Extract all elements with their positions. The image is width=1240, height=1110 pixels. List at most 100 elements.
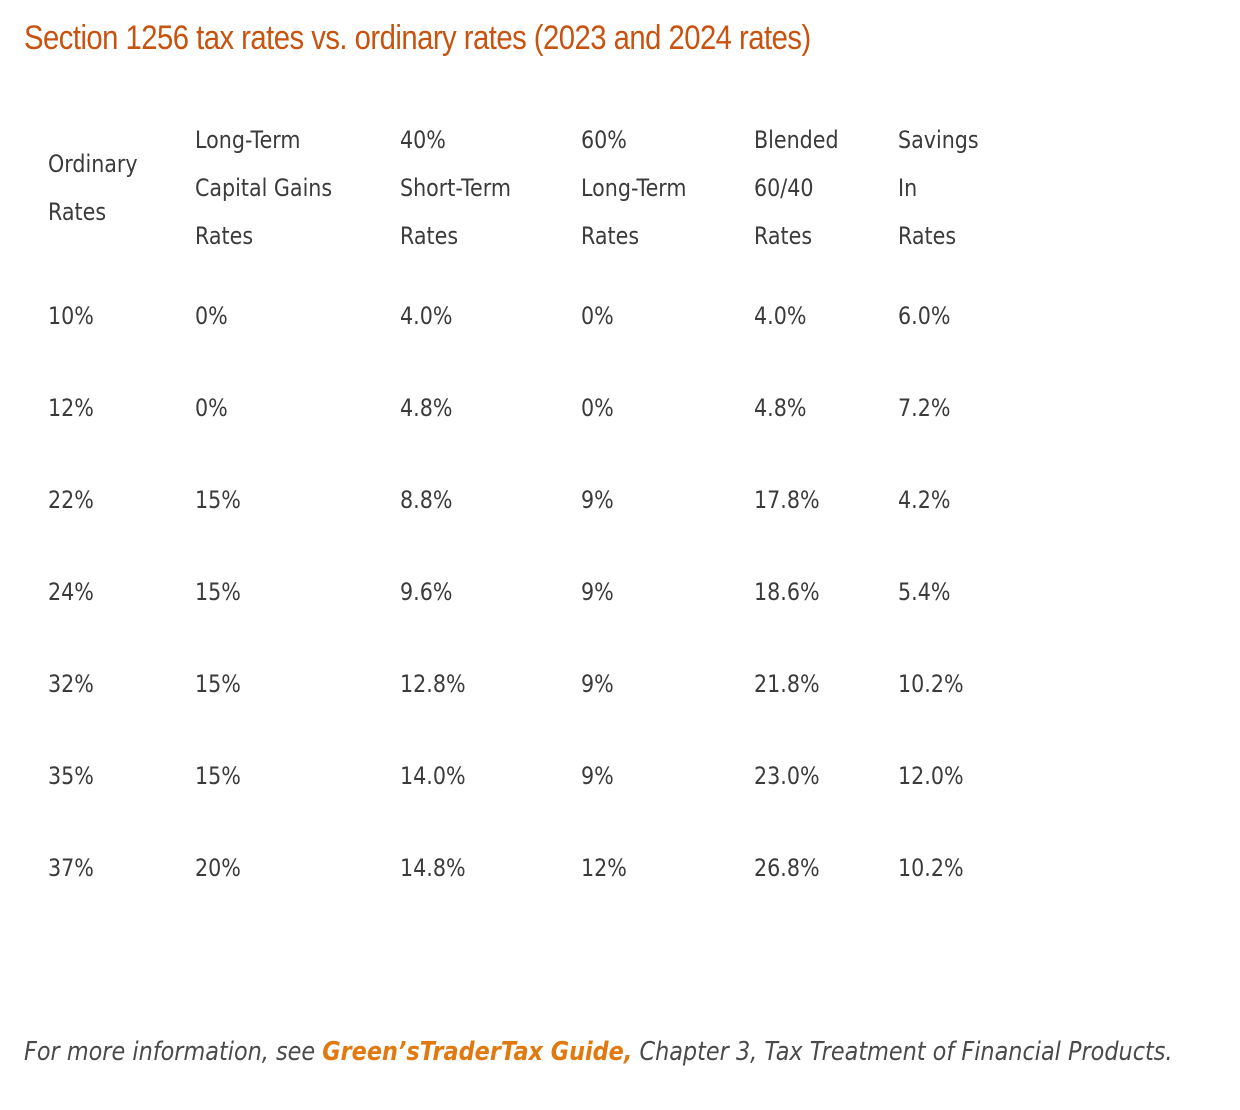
header-line: Rates xyxy=(400,222,459,250)
table-cell: 37% xyxy=(24,822,171,914)
table-cell: 10% xyxy=(24,270,171,362)
table-cell: 15% xyxy=(171,730,376,822)
header-line: 40% xyxy=(400,126,446,154)
cell-value: 0% xyxy=(581,394,614,422)
table-cell: 17.8% xyxy=(730,454,874,546)
table-row: 10% 0% 4.0% 0% 4.0% 6.0% xyxy=(24,270,1038,362)
table-cell: 15% xyxy=(171,638,376,730)
cell-value: 0% xyxy=(581,302,614,330)
table-cell: 5.4% xyxy=(874,546,1038,638)
cell-value: 7.2% xyxy=(898,394,951,422)
table-row: 22% 15% 8.8% 9% 17.8% 4.2% xyxy=(24,454,1038,546)
table-header: Ordinary Rates Long-Term Capital Gains R… xyxy=(24,106,1038,270)
cell-value: 22% xyxy=(48,486,94,514)
header-long-term-rates: 60% Long-Term Rates xyxy=(557,106,730,270)
table-body: 10% 0% 4.0% 0% 4.0% 6.0% 12% 0% 4.8% 0% … xyxy=(24,270,1038,914)
table-cell: 12.0% xyxy=(874,730,1038,822)
table-cell: 10.2% xyxy=(874,638,1038,730)
table-cell: 15% xyxy=(171,546,376,638)
cell-value: 0% xyxy=(195,394,228,422)
cell-value: 20% xyxy=(195,854,241,882)
cell-value: 24% xyxy=(48,578,94,606)
header-line: Short-Term xyxy=(400,174,511,202)
table-cell: 14.8% xyxy=(376,822,557,914)
footnote-suffix: Chapter 3, Tax Treatment of Financial Pr… xyxy=(632,1037,1173,1067)
header-line: Rates xyxy=(898,222,957,250)
cell-value: 10.2% xyxy=(898,854,964,882)
table-cell: 12% xyxy=(557,822,730,914)
table-cell: 0% xyxy=(557,270,730,362)
trader-tax-guide-link[interactable]: Green’sTraderTax Guide, xyxy=(322,1037,633,1067)
cell-value: 4.0% xyxy=(400,302,453,330)
table-cell: 18.6% xyxy=(730,546,874,638)
header-row: Ordinary Rates Long-Term Capital Gains R… xyxy=(24,106,1038,270)
table-cell: 35% xyxy=(24,730,171,822)
header-ordinary-rates: Ordinary Rates xyxy=(24,106,171,270)
header-long-term-capital-gains-rates: Long-Term Capital Gains Rates xyxy=(171,106,376,270)
header-line: Capital Gains xyxy=(195,174,333,202)
table-cell: 32% xyxy=(24,638,171,730)
header-line: Rates xyxy=(48,198,107,226)
table-cell: 9.6% xyxy=(376,546,557,638)
cell-value: 15% xyxy=(195,578,241,606)
header-line: Long-Term xyxy=(195,126,301,154)
header-line: Rates xyxy=(581,222,640,250)
cell-value: 12.8% xyxy=(400,670,466,698)
cell-value: 32% xyxy=(48,670,94,698)
cell-value: 4.8% xyxy=(400,394,453,422)
footnote-prefix: For more information, see xyxy=(24,1037,323,1067)
cell-value: 21.8% xyxy=(754,670,820,698)
header-line: Rates xyxy=(754,222,813,250)
cell-value: 15% xyxy=(195,762,241,790)
table-cell: 6.0% xyxy=(874,270,1038,362)
table-row: 24% 15% 9.6% 9% 18.6% 5.4% xyxy=(24,546,1038,638)
table-cell: 8.8% xyxy=(376,454,557,546)
table-row: 37% 20% 14.8% 12% 26.8% 10.2% xyxy=(24,822,1038,914)
cell-value: 15% xyxy=(195,486,241,514)
cell-value: 9% xyxy=(581,578,614,606)
cell-value: 10.2% xyxy=(898,670,964,698)
header-savings-rates: Savings In Rates xyxy=(874,106,1038,270)
page-title: Section 1256 tax rates vs. ordinary rate… xyxy=(24,19,811,57)
table-cell: 26.8% xyxy=(730,822,874,914)
cell-value: 26.8% xyxy=(754,854,820,882)
cell-value: 12% xyxy=(581,854,627,882)
table-cell: 0% xyxy=(557,362,730,454)
header-short-term-rates: 40% Short-Term Rates xyxy=(376,106,557,270)
table-cell: 12% xyxy=(24,362,171,454)
cell-value: 14.0% xyxy=(400,762,466,790)
table-cell: 20% xyxy=(171,822,376,914)
cell-value: 5.4% xyxy=(898,578,951,606)
cell-value: 35% xyxy=(48,762,94,790)
cell-value: 6.0% xyxy=(898,302,951,330)
table-cell: 9% xyxy=(557,730,730,822)
table-cell: 23.0% xyxy=(730,730,874,822)
cell-value: 14.8% xyxy=(400,854,466,882)
header-line: Long-Term xyxy=(581,174,687,202)
cell-value: 9.6% xyxy=(400,578,453,606)
cell-value: 9% xyxy=(581,486,614,514)
table-cell: 9% xyxy=(557,454,730,546)
cell-value: 17.8% xyxy=(754,486,820,514)
table-cell: 7.2% xyxy=(874,362,1038,454)
cell-value: 37% xyxy=(48,854,94,882)
cell-value: 4.8% xyxy=(754,394,807,422)
table-row: 35% 15% 14.0% 9% 23.0% 12.0% xyxy=(24,730,1038,822)
table-cell: 24% xyxy=(24,546,171,638)
table-cell: 21.8% xyxy=(730,638,874,730)
cell-value: 9% xyxy=(581,762,614,790)
header-line: Blended xyxy=(754,126,839,154)
header-line: 60% xyxy=(581,126,627,154)
table-cell: 4.8% xyxy=(730,362,874,454)
table-cell: 9% xyxy=(557,546,730,638)
cell-value: 10% xyxy=(48,302,94,330)
table-cell: 4.0% xyxy=(730,270,874,362)
cell-value: 9% xyxy=(581,670,614,698)
table-cell: 14.0% xyxy=(376,730,557,822)
header-line: In xyxy=(898,174,918,202)
cell-value: 0% xyxy=(195,302,228,330)
footnote: For more information, see Green’sTraderT… xyxy=(24,1032,1173,1072)
table-cell: 10.2% xyxy=(874,822,1038,914)
cell-value: 4.2% xyxy=(898,486,951,514)
table-cell: 4.8% xyxy=(376,362,557,454)
